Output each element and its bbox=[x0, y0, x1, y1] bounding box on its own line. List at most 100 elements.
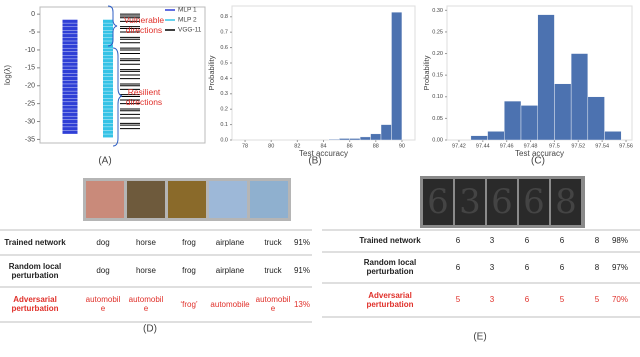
table-cell: frog bbox=[182, 237, 196, 247]
y-tick-label: 0.15 bbox=[432, 73, 443, 79]
digit: 6 bbox=[491, 182, 513, 222]
y-tick-label: 0.4 bbox=[220, 76, 228, 82]
y-tick-label: -30 bbox=[25, 118, 35, 125]
panel-label: (B) bbox=[308, 156, 321, 167]
table-cell: 91% bbox=[293, 266, 310, 276]
digit: 3 bbox=[459, 182, 481, 222]
y-tick-label: 0.10 bbox=[432, 94, 443, 100]
y-tick-label: 0 bbox=[31, 11, 35, 18]
x-tick-label: 84 bbox=[320, 143, 326, 149]
table-cell: 5 bbox=[455, 295, 461, 305]
y-axis-label: Probability bbox=[422, 55, 431, 90]
brace bbox=[112, 47, 123, 147]
table-cell: automobile bbox=[255, 295, 291, 313]
bar bbox=[349, 138, 361, 141]
y-tick-label: 0.2 bbox=[220, 107, 228, 113]
bar bbox=[380, 124, 392, 141]
x-tick-label: 97.54 bbox=[595, 143, 609, 149]
x-tick-label: 97.52 bbox=[571, 143, 585, 149]
table-cell: 91% bbox=[293, 237, 310, 247]
x-tick-label: 90 bbox=[399, 143, 405, 149]
panel-label: (A) bbox=[98, 156, 111, 167]
table-cell: 3 bbox=[489, 262, 495, 272]
y-tick-label: -25 bbox=[25, 100, 35, 107]
brace bbox=[107, 5, 118, 47]
table-cell: automobile bbox=[85, 295, 121, 313]
table-cell: 6 bbox=[524, 262, 530, 272]
bar bbox=[338, 138, 350, 141]
table-cell: horse bbox=[135, 266, 156, 276]
legend-label: MLP 1 bbox=[178, 7, 197, 14]
y-tick-label: 0.3 bbox=[220, 91, 228, 97]
y-tick-label: 0.1 bbox=[220, 122, 228, 128]
table-cell: 5 bbox=[559, 295, 565, 305]
x-tick-label: 97.5 bbox=[549, 143, 560, 149]
y-tick-label: -35 bbox=[25, 136, 35, 143]
table-cell: ‘frog’ bbox=[180, 299, 198, 309]
y-tick-label: -5 bbox=[29, 29, 35, 36]
image bbox=[168, 181, 206, 218]
table-cell: airplane bbox=[215, 237, 245, 247]
digit: 6 bbox=[427, 182, 449, 222]
annotation: Vulnerable directions bbox=[123, 15, 165, 35]
y-tick-label: 0.20 bbox=[432, 51, 443, 57]
image bbox=[127, 181, 165, 218]
x-tick-label: 86 bbox=[347, 143, 353, 149]
digit-image bbox=[455, 179, 485, 225]
table-cell: horse bbox=[135, 237, 156, 247]
y-tick-label: 0.25 bbox=[432, 29, 443, 35]
table-cell: Trained network bbox=[359, 236, 421, 246]
digit-image bbox=[551, 179, 581, 225]
x-axis-label: Test accuracy bbox=[299, 149, 348, 158]
y-axis-label: Probability bbox=[207, 55, 216, 90]
digit: 6 bbox=[523, 182, 545, 222]
table-cell: frog bbox=[182, 266, 196, 276]
image bbox=[209, 181, 247, 218]
x-tick-label: 80 bbox=[268, 143, 274, 149]
x-tick-label: 97.44 bbox=[476, 143, 490, 149]
bar bbox=[570, 53, 589, 141]
table-cell: 3 bbox=[489, 236, 495, 246]
table-cell: 13% bbox=[293, 299, 310, 309]
table-cell: Random local perturbation bbox=[363, 258, 417, 276]
y-tick-label: -20 bbox=[25, 83, 35, 90]
table-cell: 70% bbox=[611, 295, 628, 305]
y-tick-label: -10 bbox=[25, 47, 35, 54]
table-cell: Trained network bbox=[4, 237, 66, 247]
panel-label: (D) bbox=[143, 324, 157, 335]
bar bbox=[537, 14, 555, 141]
table-cell: 97% bbox=[611, 262, 628, 272]
image bbox=[250, 181, 288, 218]
y-tick-label: 0.7 bbox=[220, 30, 228, 36]
panel-label: (E) bbox=[473, 332, 486, 343]
y-tick-label: 0.30 bbox=[432, 8, 443, 14]
table-cell: 6 bbox=[524, 236, 530, 246]
table-cell: truck bbox=[264, 237, 282, 247]
x-axis-label: Test accuracy bbox=[515, 149, 564, 158]
digit-image bbox=[519, 179, 549, 225]
table-cell: 6 bbox=[559, 236, 565, 246]
y-tick-label: 0.0 bbox=[220, 137, 228, 143]
bar bbox=[504, 100, 522, 141]
table-cell: dog bbox=[96, 237, 110, 247]
table-cell: 8 bbox=[594, 262, 600, 272]
legend-label: VGG-11 bbox=[178, 27, 202, 34]
table-cell: 6 bbox=[455, 236, 461, 246]
table-cell: automobile bbox=[128, 295, 164, 313]
table-cell: 6 bbox=[524, 295, 530, 305]
x-tick-label: 97.42 bbox=[452, 143, 466, 149]
bar bbox=[470, 135, 488, 141]
y-tick-label: 0.8 bbox=[220, 14, 228, 20]
x-tick-label: 82 bbox=[294, 143, 300, 149]
bar bbox=[604, 131, 622, 141]
panel-label: (C) bbox=[531, 156, 545, 167]
digit-image bbox=[487, 179, 517, 225]
table-cell: 8 bbox=[594, 236, 600, 246]
y-tick-label: 0.05 bbox=[432, 116, 443, 122]
bar bbox=[520, 105, 538, 141]
table-cell: truck bbox=[264, 266, 282, 276]
table-cell: 5 bbox=[594, 295, 600, 305]
table-cell: 6 bbox=[559, 262, 565, 272]
